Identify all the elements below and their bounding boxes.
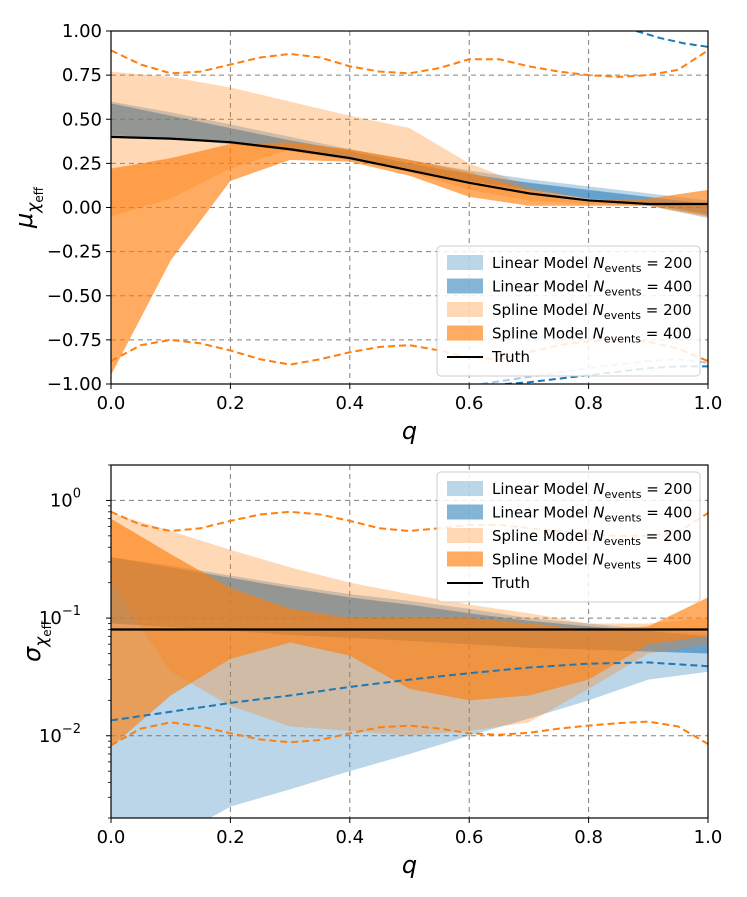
x-tick-label: 0.6 bbox=[455, 827, 484, 848]
legend-label: Truth bbox=[491, 348, 530, 366]
y-tick-label: 0.25 bbox=[62, 153, 102, 174]
x-tick-label: 0.2 bbox=[216, 393, 245, 414]
legend-swatch bbox=[447, 302, 483, 317]
y-tick-label: 0.00 bbox=[62, 198, 102, 219]
prior-dashed-line bbox=[111, 49, 708, 78]
legend: Linear Model Nevents = 200 Linear Model N… bbox=[436, 471, 701, 603]
legend-label: Linear Model Nevents = 200 bbox=[492, 480, 692, 501]
legend-swatch bbox=[447, 528, 483, 543]
legend-swatch bbox=[447, 551, 483, 567]
band-spline-400 bbox=[111, 142, 708, 376]
x-tick-label: 1.0 bbox=[694, 393, 723, 414]
x-tick-label: 0.0 bbox=[97, 393, 126, 414]
x-tick-label: 0.2 bbox=[216, 827, 245, 848]
x-axis-label: q bbox=[402, 851, 417, 879]
y-axis-label: μχeff bbox=[10, 186, 46, 229]
y-tick-label: 10−2 bbox=[39, 722, 81, 747]
legend-label: Spline Model Nevents = 200 bbox=[492, 301, 692, 322]
legend-box bbox=[436, 245, 701, 377]
legend-swatch bbox=[447, 278, 483, 294]
y-tick-label: −0.25 bbox=[47, 242, 102, 263]
y-tick-label: 100 bbox=[50, 486, 81, 511]
x-tick-label: 0.8 bbox=[574, 827, 603, 848]
prior-dashed-line bbox=[111, 510, 708, 537]
bottom-panel-sigma-chi-eff: 0.0 0.2 0.4 0.6 0.8 1.0 10−2 10−1 100 q σχeff Linea… bbox=[18, 464, 723, 879]
band-spline-200 bbox=[111, 71, 708, 217]
y-tick-label: 10−1 bbox=[39, 604, 81, 629]
y-tick-label: −0.75 bbox=[47, 330, 102, 351]
prior-dashed-line bbox=[636, 31, 708, 48]
y-tick-label: 0.50 bbox=[62, 109, 102, 130]
legend-swatch bbox=[447, 504, 483, 520]
y-tick-label: 1.00 bbox=[62, 21, 102, 42]
x-tick-label: 0.4 bbox=[335, 827, 364, 848]
legend-label: Linear Model Nevents = 200 bbox=[492, 254, 692, 275]
legend-swatch bbox=[447, 481, 483, 496]
plot-area bbox=[111, 510, 708, 818]
legend-label: Spline Model Nevents = 200 bbox=[492, 527, 692, 548]
y-axis-label: σχeff bbox=[18, 620, 54, 662]
y-tick-label: 0.75 bbox=[62, 65, 102, 86]
top-panel-mu-chi-eff: 0.0 0.2 0.4 0.6 0.8 1.0 −1.00 −0.75 −0.50 −0.25 0.… bbox=[10, 21, 722, 445]
y-tick-label: −0.50 bbox=[47, 286, 102, 307]
x-tick-label: 0.4 bbox=[335, 393, 364, 414]
x-tick-label: 0.0 bbox=[97, 827, 126, 848]
band-linear-400 bbox=[111, 103, 708, 215]
x-axis-label: q bbox=[402, 417, 417, 445]
x-tick-label: 1.0 bbox=[694, 827, 723, 848]
x-tick-label: 0.6 bbox=[455, 393, 484, 414]
plot-area bbox=[111, 31, 708, 384]
legend-label: Spline Model Nevents = 400 bbox=[492, 551, 692, 572]
legend-label: Truth bbox=[491, 574, 530, 592]
axes-frame bbox=[110, 464, 709, 819]
truth-line bbox=[111, 135, 708, 206]
legend-swatch bbox=[447, 325, 483, 341]
legend-label: Linear Model Nevents = 400 bbox=[492, 504, 692, 525]
legend-swatch bbox=[447, 255, 483, 270]
legend-box bbox=[436, 471, 701, 603]
legend: Linear Model Nevents = 200 Linear Model N… bbox=[436, 245, 701, 377]
prior-dashed-line bbox=[111, 661, 708, 722]
band-spline-400 bbox=[111, 518, 708, 748]
legend-label: Linear Model Nevents = 400 bbox=[492, 278, 692, 299]
prior-dashed-line bbox=[111, 720, 708, 747]
x-tick-label: 0.8 bbox=[574, 393, 603, 414]
legend-label: Spline Model Nevents = 400 bbox=[492, 325, 692, 346]
y-tick-label: −1.00 bbox=[47, 374, 102, 395]
